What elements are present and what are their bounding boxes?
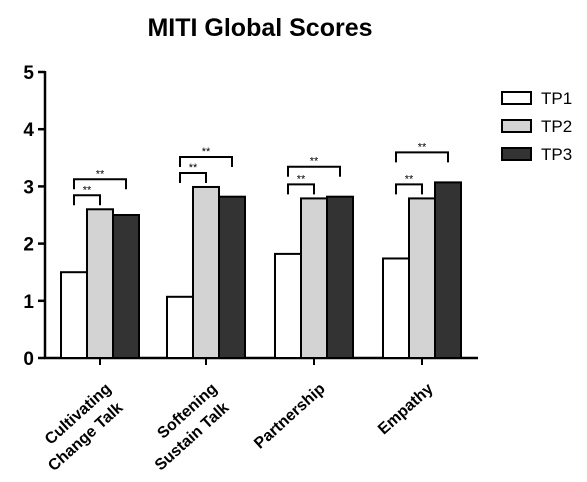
significance-label: **	[405, 173, 414, 185]
y-tick-label: 1	[23, 292, 34, 313]
bar-tp1-1	[166, 295, 194, 359]
legend-label-tp2: TP2	[541, 117, 572, 136]
legend-label-tp3: TP3	[541, 145, 572, 164]
significance-bracket	[73, 194, 101, 206]
significance-label: **	[202, 146, 211, 158]
bars	[60, 181, 462, 360]
significance-label: **	[83, 184, 92, 196]
bar-tp2-2	[300, 197, 328, 359]
chart-title: MITI Global Scores	[147, 14, 372, 42]
bar-tp2-3	[408, 197, 436, 359]
significance-bracket	[73, 178, 127, 190]
category-label-line: Empathy	[375, 380, 437, 438]
category-label: Empathy	[375, 380, 437, 438]
bar-tp1-2	[274, 252, 302, 359]
significance-label: **	[297, 173, 306, 185]
bar-tp1-3	[382, 257, 410, 359]
y-tick-label: 4	[23, 120, 34, 141]
significance-bracket	[395, 183, 423, 195]
significance-bracket	[179, 171, 207, 183]
legend-label-tp1: TP1	[541, 89, 572, 108]
bar-tp3-1	[218, 195, 246, 359]
significance-label: **	[96, 168, 105, 180]
significance-label: **	[189, 162, 198, 174]
y-tick-label: 0	[23, 349, 34, 370]
bar-tp3-3	[434, 181, 462, 359]
significance-bracket	[287, 183, 315, 195]
y-tick-label: 5	[23, 63, 34, 84]
bar-tp1-0	[60, 271, 88, 360]
legend-swatch-tp3	[501, 147, 532, 161]
category-label-line: Partnership	[251, 380, 329, 452]
significance-bracket	[395, 151, 449, 163]
legend-swatch-tp2	[501, 119, 532, 133]
legend: TP1 TP2 TP3	[501, 89, 572, 164]
y-tick-label: 2	[23, 235, 34, 256]
bar-tp2-0	[86, 208, 114, 359]
legend-swatch-tp1	[501, 91, 532, 105]
significance-label: **	[418, 141, 427, 153]
significance-brackets: ** ** ** ** ** ** ** **	[73, 141, 449, 206]
significance-bracket	[287, 165, 341, 177]
bar-tp3-0	[112, 214, 140, 359]
category-label: Partnership	[251, 380, 329, 452]
significance-label: **	[310, 156, 319, 168]
y-tick-label: 3	[23, 177, 34, 198]
bar-tp2-1	[192, 185, 220, 359]
significance-bracket	[179, 155, 233, 167]
bar-tp3-2	[326, 195, 354, 359]
